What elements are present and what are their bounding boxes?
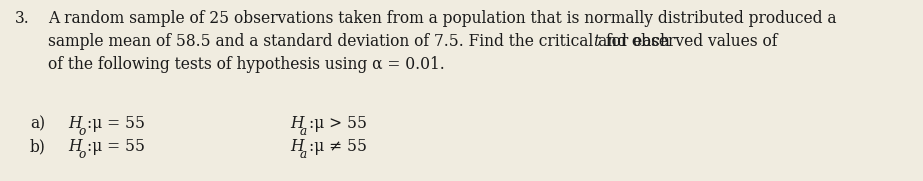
- Text: for each: for each: [601, 33, 669, 50]
- Text: A random sample of 25 observations taken from a population that is normally dist: A random sample of 25 observations taken…: [48, 10, 836, 27]
- Text: sample mean of 58.5 and a standard deviation of 7.5. Find the critical and obser: sample mean of 58.5 and a standard devia…: [48, 33, 783, 50]
- Text: t: t: [593, 33, 599, 50]
- Text: H: H: [290, 138, 304, 155]
- Text: o: o: [78, 148, 85, 161]
- Text: H: H: [68, 115, 81, 132]
- Text: a): a): [30, 115, 45, 132]
- Text: 3.: 3.: [15, 10, 30, 27]
- Text: H: H: [290, 115, 304, 132]
- Text: a: a: [300, 148, 307, 161]
- Text: :μ = 55: :μ = 55: [87, 138, 145, 155]
- Text: H: H: [68, 138, 81, 155]
- Text: :μ = 55: :μ = 55: [87, 115, 145, 132]
- Text: of the following tests of hypothesis using α = 0.01.: of the following tests of hypothesis usi…: [48, 56, 445, 73]
- Text: b): b): [30, 138, 46, 155]
- Text: o: o: [78, 125, 85, 138]
- Text: :μ ≠ 55: :μ ≠ 55: [309, 138, 367, 155]
- Text: a: a: [300, 125, 307, 138]
- Text: :μ > 55: :μ > 55: [309, 115, 367, 132]
